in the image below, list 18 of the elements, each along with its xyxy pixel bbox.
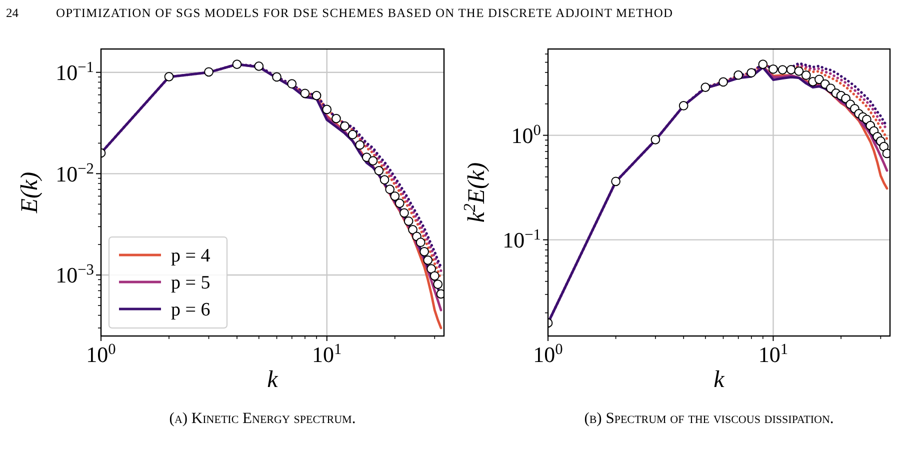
text: (b) Spectrum of the viscous dissipation. — [584, 410, 834, 427]
legend-label: p = 5 — [171, 272, 210, 294]
text: OPTIMIZATION OF SGS MODELS FOR DSE SCHEMES BASED ON THE DISCRETE ADJOINT METHOD — [56, 6, 674, 20]
legend-label: p = 4 — [171, 246, 211, 267]
text: 24 — [6, 6, 20, 20]
x-axis-title: k — [714, 367, 725, 393]
y-tick-label: 10$^{−1}$ — [502, 226, 541, 252]
x-tick-label: 10$^{0}$ — [86, 340, 116, 367]
legend-label: p = 6 — [171, 300, 210, 321]
x-tick-label: 10$^{1}$ — [312, 340, 342, 367]
y-tick-label: 10$^{−3}$ — [56, 261, 94, 288]
y-axis-title: E(k) — [17, 172, 43, 214]
x-tick-label: 10$^{0}$ — [533, 340, 564, 367]
text: (a) Kinetic Energy spectrum. — [169, 410, 356, 427]
y-tick-label: 10$^{−1}$ — [56, 58, 94, 86]
y-tick-label: 10$^{−2}$ — [56, 160, 94, 186]
x-axis-title: k — [267, 367, 278, 393]
x-tick-label: 10$^{1}$ — [758, 340, 788, 367]
